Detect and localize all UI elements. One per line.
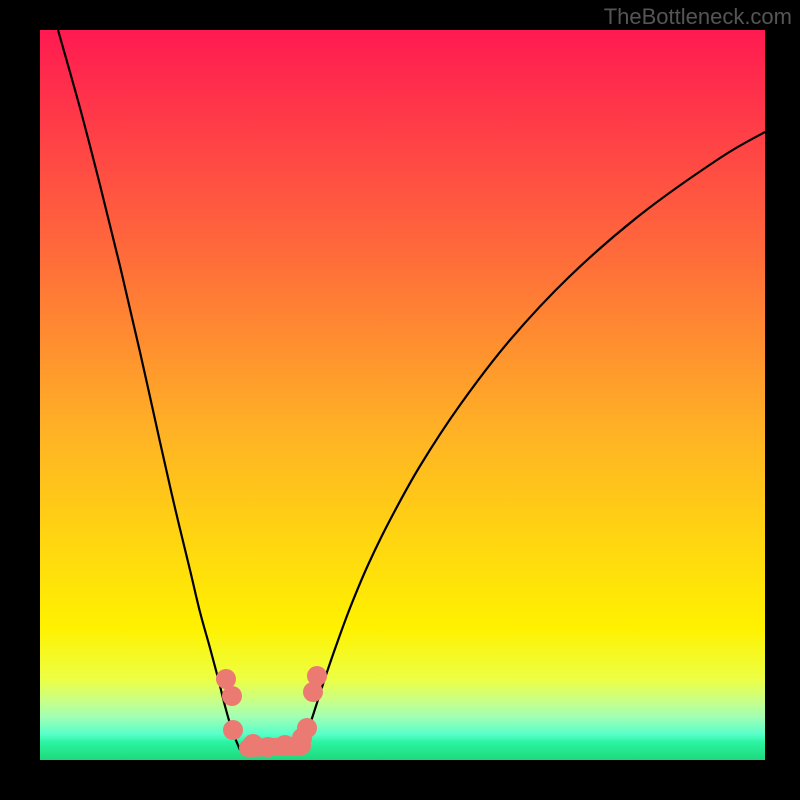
plot-area [40, 30, 765, 760]
marker-dot [307, 666, 327, 686]
marker-dot [216, 669, 236, 689]
chart-svg [40, 30, 765, 760]
marker-group [216, 666, 327, 757]
curve-right [300, 132, 765, 750]
marker-dot [297, 718, 317, 738]
curve-left [58, 30, 240, 750]
chart-container: TheBottleneck.com [0, 0, 800, 800]
marker-dot [258, 737, 278, 757]
marker-dot [223, 720, 243, 740]
watermark-text: TheBottleneck.com [604, 4, 792, 30]
marker-dot [222, 686, 242, 706]
